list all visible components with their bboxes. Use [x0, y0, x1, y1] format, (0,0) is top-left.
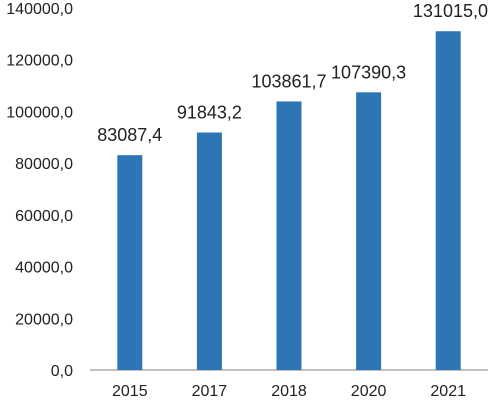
- bar-2020: [356, 92, 382, 370]
- bar-2021: [435, 31, 461, 371]
- data-label: 107390,3: [331, 62, 406, 82]
- y-axis: 0,0 20000,0 40000,0 60000,0 80000,0 100000,0 1…: [6, 1, 73, 380]
- x-tick-label: 2018: [271, 383, 307, 400]
- x-tick-label: 2015: [112, 383, 148, 400]
- data-labels: 83087,4 91843,2 103861,7 107390,3 131015,0: [97, 1, 488, 145]
- bar-2015: [117, 155, 143, 370]
- y-tick-label: 100000,0: [6, 104, 73, 121]
- y-tick-label: 20000,0: [15, 311, 73, 328]
- data-label: 131015,0: [413, 1, 488, 21]
- y-tick-label: 80000,0: [15, 156, 73, 173]
- bar-2017: [196, 132, 222, 370]
- bars: [117, 31, 461, 371]
- y-tick-label: 120000,0: [6, 53, 73, 70]
- x-tick-label: 2017: [192, 383, 228, 400]
- y-tick-label: 0,0: [51, 363, 73, 380]
- data-label: 83087,4: [97, 125, 162, 145]
- data-label: 103861,7: [251, 71, 326, 91]
- data-label: 91843,2: [177, 103, 242, 123]
- y-tick-label: 140000,0: [6, 1, 73, 18]
- x-tick-label: 2021: [430, 383, 466, 400]
- y-tick-label: 60000,0: [15, 208, 73, 225]
- x-axis: 2015 2017 2018 2020 2021: [90, 369, 488, 400]
- y-tick-label: 40000,0: [15, 260, 73, 277]
- bar-2018: [276, 101, 302, 370]
- x-tick-label: 2020: [351, 383, 387, 400]
